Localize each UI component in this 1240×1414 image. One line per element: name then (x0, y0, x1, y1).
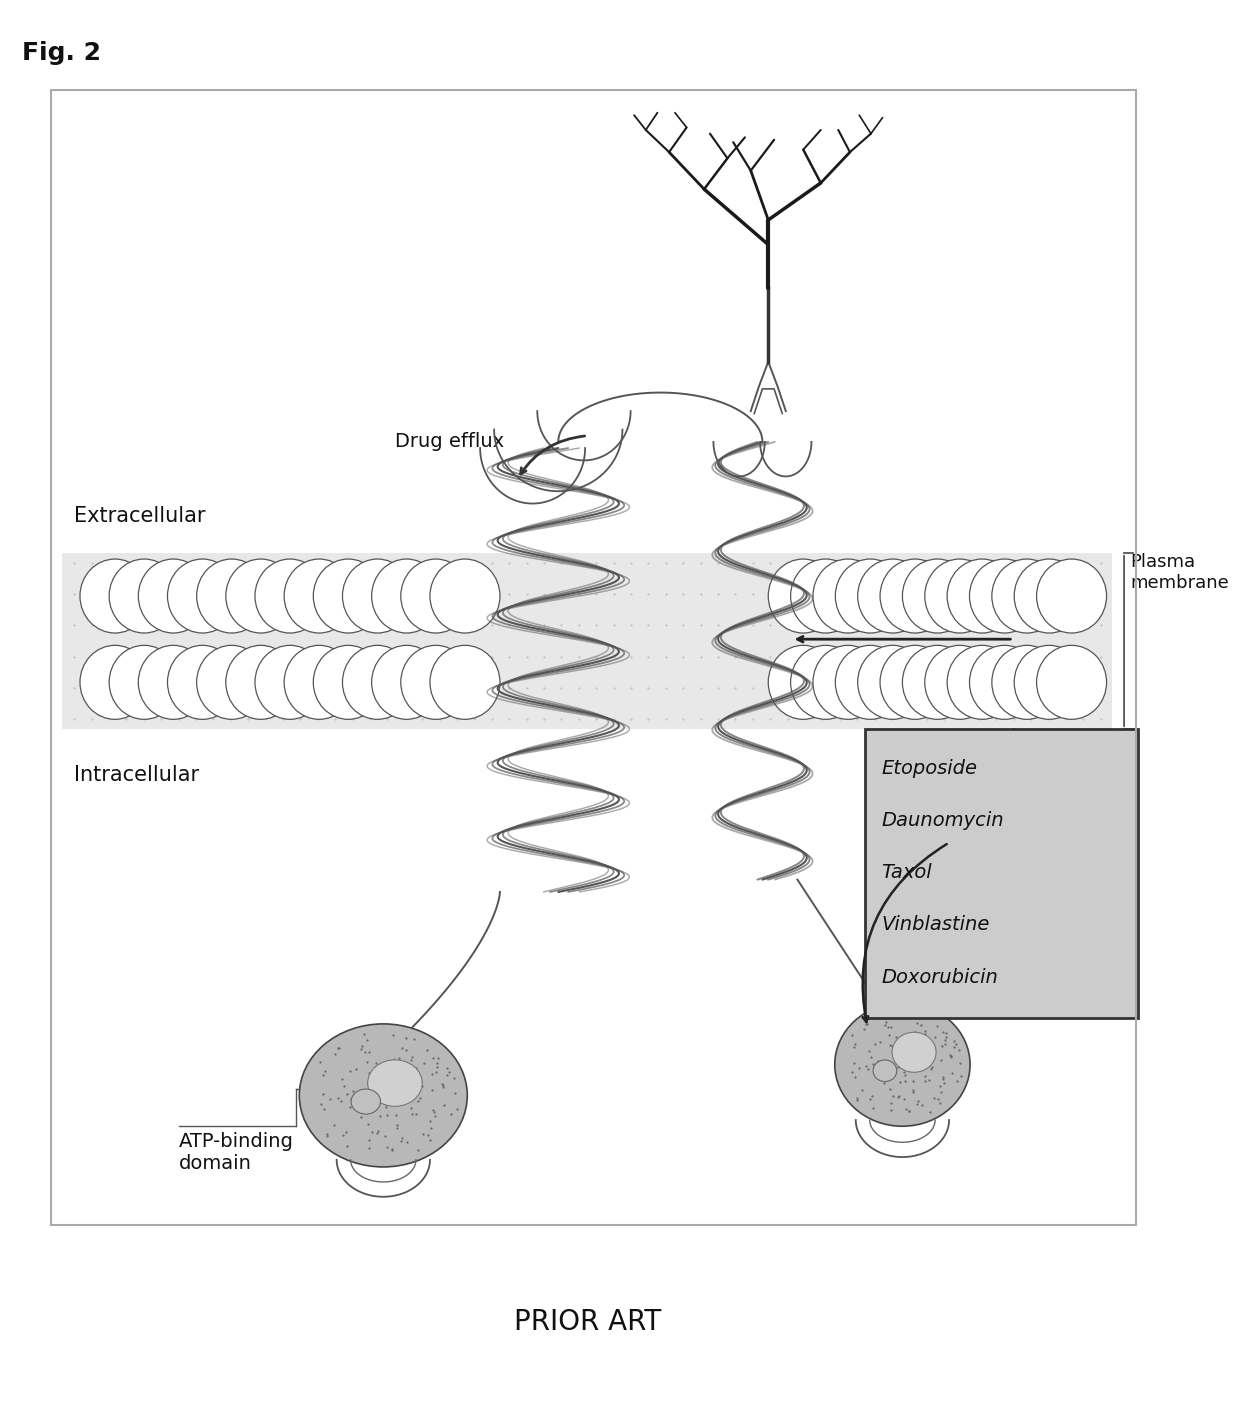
Circle shape (836, 559, 905, 633)
Circle shape (197, 559, 267, 633)
Circle shape (342, 645, 413, 720)
Circle shape (947, 645, 1017, 720)
Circle shape (342, 559, 413, 633)
Circle shape (880, 559, 950, 633)
Text: ATP-binding
domain: ATP-binding domain (179, 1133, 294, 1174)
Circle shape (858, 645, 928, 720)
Circle shape (903, 559, 972, 633)
Circle shape (970, 645, 1039, 720)
Circle shape (284, 559, 355, 633)
Text: Daunomycin: Daunomycin (882, 812, 1004, 830)
Circle shape (430, 645, 500, 720)
Circle shape (925, 645, 994, 720)
Circle shape (858, 559, 928, 633)
Circle shape (903, 645, 972, 720)
Circle shape (401, 645, 471, 720)
Text: Intracellular: Intracellular (74, 765, 200, 785)
Circle shape (1014, 559, 1084, 633)
Ellipse shape (351, 1089, 381, 1114)
Circle shape (139, 645, 208, 720)
FancyBboxPatch shape (62, 553, 1112, 730)
Circle shape (791, 645, 861, 720)
Ellipse shape (299, 1024, 467, 1167)
Circle shape (836, 645, 905, 720)
Ellipse shape (873, 1060, 897, 1082)
Circle shape (791, 559, 861, 633)
Circle shape (430, 559, 500, 633)
Circle shape (139, 559, 208, 633)
Circle shape (1037, 645, 1106, 720)
Circle shape (109, 645, 179, 720)
Circle shape (197, 645, 267, 720)
Circle shape (81, 559, 150, 633)
Circle shape (813, 559, 883, 633)
Ellipse shape (368, 1060, 423, 1106)
Ellipse shape (892, 1032, 936, 1072)
Circle shape (109, 559, 179, 633)
Circle shape (992, 559, 1061, 633)
Circle shape (372, 645, 441, 720)
Circle shape (970, 559, 1039, 633)
Circle shape (167, 559, 238, 633)
Circle shape (226, 645, 296, 720)
Circle shape (880, 645, 950, 720)
Text: Doxorubicin: Doxorubicin (882, 967, 998, 987)
Text: Taxol: Taxol (882, 863, 932, 882)
Circle shape (314, 645, 383, 720)
Circle shape (1037, 559, 1106, 633)
Circle shape (769, 559, 838, 633)
Circle shape (81, 645, 150, 720)
Circle shape (314, 559, 383, 633)
FancyBboxPatch shape (866, 730, 1138, 1018)
Circle shape (226, 559, 296, 633)
Circle shape (372, 559, 441, 633)
Circle shape (1014, 645, 1084, 720)
Circle shape (167, 645, 238, 720)
Text: Extracellular: Extracellular (74, 506, 206, 526)
Circle shape (925, 559, 994, 633)
Text: Vinblastine: Vinblastine (882, 915, 990, 935)
Text: Etoposide: Etoposide (882, 759, 977, 778)
Text: Fig. 2: Fig. 2 (21, 41, 100, 65)
Circle shape (769, 645, 838, 720)
Circle shape (255, 559, 325, 633)
Circle shape (813, 645, 883, 720)
Text: Plasma
membrane: Plasma membrane (1130, 553, 1229, 591)
Circle shape (992, 645, 1061, 720)
Text: PRIOR ART: PRIOR ART (513, 1308, 661, 1336)
Circle shape (255, 645, 325, 720)
Ellipse shape (835, 1003, 970, 1126)
Circle shape (401, 559, 471, 633)
Circle shape (947, 559, 1017, 633)
Circle shape (284, 645, 355, 720)
Text: Drug efflux: Drug efflux (396, 433, 505, 451)
